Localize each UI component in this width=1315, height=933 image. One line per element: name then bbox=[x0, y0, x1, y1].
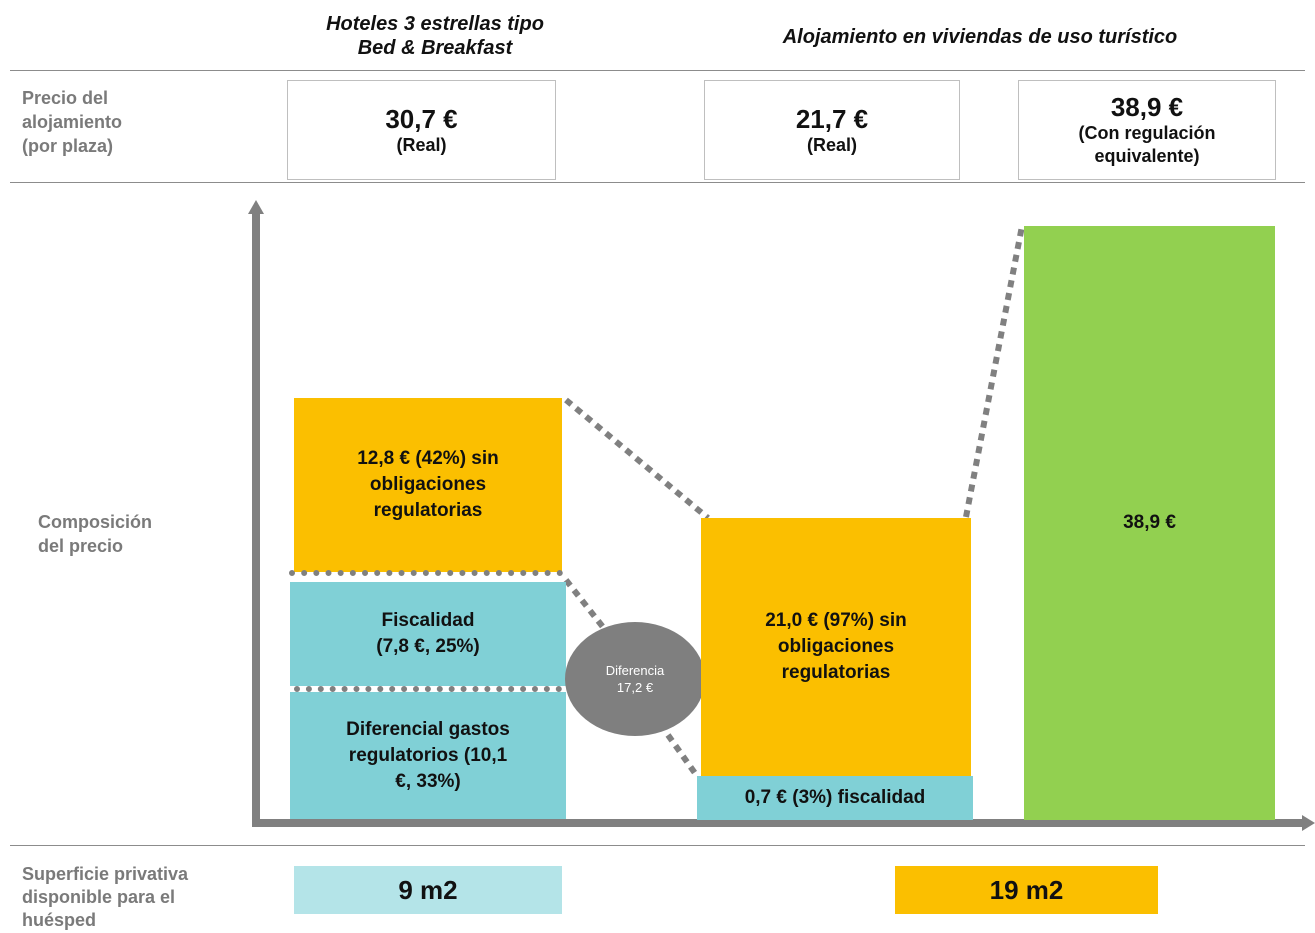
price-box-hotel: 30,7 € (Real) bbox=[287, 80, 556, 180]
price-value: 30,7 € bbox=[385, 103, 458, 134]
difference-ellipse: Diferencia 17,2 € bbox=[565, 622, 705, 736]
price-value: 38,9 € bbox=[1110, 92, 1184, 122]
difference-label: Diferencia bbox=[605, 663, 665, 678]
header-vivienda: Alojamiento en viviendas de uso turístic… bbox=[782, 26, 1178, 48]
price-note: (Real) bbox=[396, 134, 447, 155]
surface-row-label: Superficie privativa disponible para el … bbox=[22, 864, 189, 930]
top-divider bbox=[10, 70, 1305, 71]
segment-vivienda-fiscal: 0,7 € (3%) fiscalidad bbox=[697, 776, 973, 820]
surface-vivienda: 19 m2 bbox=[895, 866, 1158, 914]
y-axis bbox=[252, 212, 260, 827]
x-axis-arrow-icon bbox=[1302, 815, 1315, 831]
bottom-divider bbox=[10, 845, 1305, 846]
difference-value: 17,2 € bbox=[616, 680, 654, 695]
price-note: (Con regulación equivalente) bbox=[1078, 123, 1216, 166]
connector-top bbox=[564, 397, 710, 521]
price-box-vivienda-real: 21,7 € (Real) bbox=[704, 80, 960, 180]
price-row-label: Precio del alojamiento (por plaza) bbox=[22, 88, 123, 156]
price-divider bbox=[10, 182, 1305, 183]
connector-green bbox=[963, 225, 1025, 518]
dotted-separator bbox=[289, 570, 563, 576]
y-axis-arrow-icon bbox=[248, 200, 264, 214]
price-box-vivienda-equivalente: 38,9 € (Con regulación equivalente) bbox=[1018, 80, 1276, 180]
price-note: (Real) bbox=[806, 134, 857, 155]
segment-hotel-fiscal: Fiscalidad (7,8 €, 25%) bbox=[290, 582, 566, 686]
dotted-separator bbox=[294, 686, 562, 692]
segment-vivienda-no-regulation: 21,0 € (97%) sin obligaciones regulatori… bbox=[701, 518, 971, 776]
segment-hotel-no-regulation: 12,8 € (42%) sin obligaciones regulatori… bbox=[294, 398, 562, 572]
price-value: 21,7 € bbox=[795, 103, 869, 134]
surface-hotel: 9 m2 bbox=[294, 866, 562, 914]
composition-row-label: Composición del precio bbox=[38, 512, 153, 556]
connector-mid-lower bbox=[665, 733, 700, 778]
segment-hotel-regulatory-diff: Diferencial gastos regulatorios (10,1 €,… bbox=[290, 692, 566, 819]
bar-vivienda-equivalente: 38,9 € bbox=[1024, 226, 1275, 820]
x-axis bbox=[252, 819, 1304, 827]
header-hotel: Hoteles 3 estrellas tipo Bed & Breakfast bbox=[326, 13, 544, 59]
